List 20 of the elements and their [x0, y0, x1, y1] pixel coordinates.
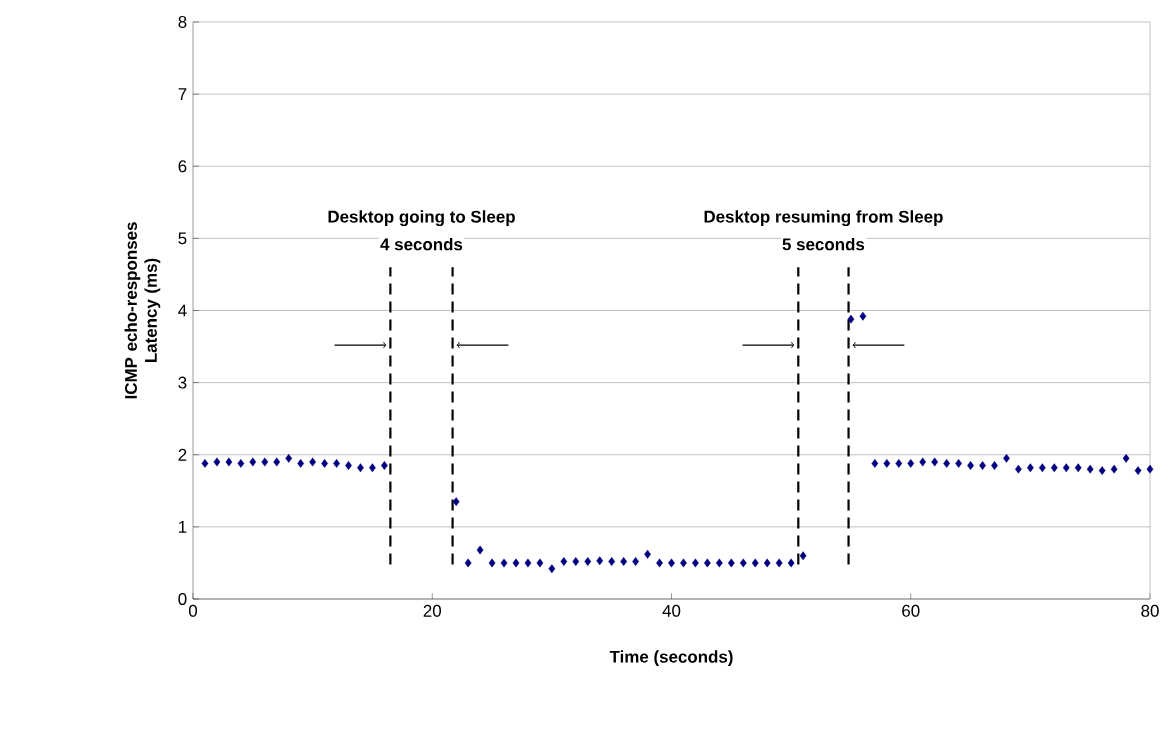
- y-tick-label: 8: [178, 15, 187, 28]
- x-tick-label: 80: [1141, 604, 1159, 617]
- y-tick-label: 7: [178, 88, 187, 100]
- y-tick-label: 0: [178, 593, 187, 605]
- y-axis-title: ICMP echo-responses Latency (ms): [124, 222, 161, 399]
- x-tick-label: 0: [188, 604, 198, 617]
- annotation: 5 seconds: [782, 237, 865, 251]
- y-tick-label: 3: [178, 376, 187, 389]
- x-tick-label: 60: [902, 604, 920, 617]
- x-axis-title: Time (seconds): [609, 650, 733, 667]
- x-tick-label: 20: [423, 604, 442, 617]
- y-tick-label: 1: [179, 521, 187, 533]
- y-tick-label: 2: [178, 448, 187, 461]
- x-tick-label: 40: [662, 604, 681, 617]
- annotation: Desktop going to Sleep: [328, 210, 515, 227]
- y-tick-label: 6: [178, 160, 187, 173]
- y-tick-label: 5: [178, 232, 187, 245]
- annotation: Desktop resuming from Sleep: [704, 210, 943, 227]
- y-tick-label: 4: [178, 304, 187, 317]
- annotation: 4 seconds: [380, 237, 463, 251]
